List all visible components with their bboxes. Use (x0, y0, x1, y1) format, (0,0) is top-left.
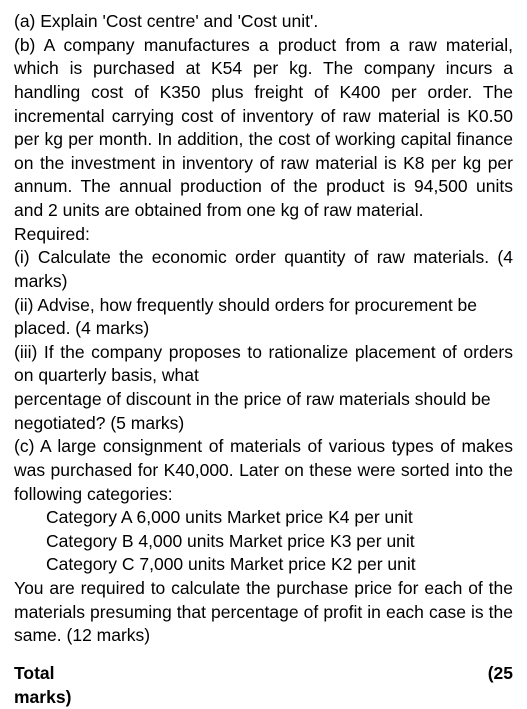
category-c: Category C 7,000 units Market price K2 p… (14, 553, 513, 577)
question-b-iii-line2: percentage of discount in the price of r… (14, 388, 513, 435)
question-c-intro: (c) A large consignment of materials of … (14, 435, 513, 506)
required-label: Required: (14, 223, 513, 247)
question-b-i: (i) Calculate the economic order quantit… (14, 246, 513, 293)
question-b-ii: (ii) Advise, how frequently should order… (14, 294, 513, 341)
total-row: Totalmarks) (25 (14, 662, 513, 709)
category-b: Category B 4,000 units Market price K3 p… (14, 530, 513, 554)
question-a: (a) Explain 'Cost centre' and 'Cost unit… (14, 10, 513, 34)
category-a: Category A 6,000 units Market price K4 p… (14, 506, 513, 530)
total-label: Totalmarks) (14, 662, 71, 709)
question-c-requirement: You are required to calculate the purcha… (14, 577, 513, 648)
question-b-iii-line1: (iii) If the company proposes to rationa… (14, 341, 513, 388)
total-marks: (25 (488, 662, 513, 709)
question-b-intro: (b) A company manufactures a product fro… (14, 34, 513, 223)
